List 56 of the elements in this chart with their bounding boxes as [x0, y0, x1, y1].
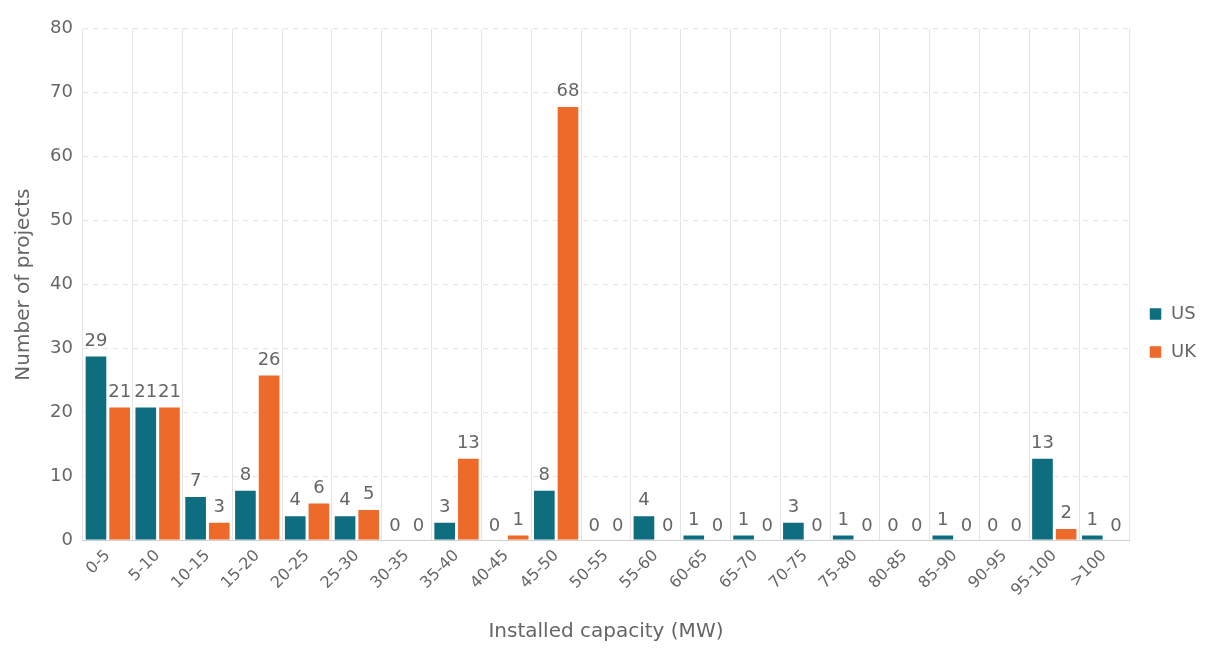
data-label: 26 [257, 347, 281, 369]
legend-label: UK [1171, 339, 1198, 361]
data-label: 0 [588, 514, 600, 536]
data-label: 1 [512, 507, 524, 529]
y-tick-label: 60 [50, 144, 73, 166]
data-label: 2 [1060, 501, 1072, 523]
data-label: 0 [910, 514, 923, 536]
data-label: 1 [937, 507, 949, 529]
data-label: 21 [158, 379, 181, 401]
y-tick-label: 40 [50, 272, 73, 294]
data-label: 1 [1086, 507, 1099, 529]
y-axis-title: Number of projects [10, 188, 35, 381]
data-label: 0 [960, 514, 973, 536]
data-label: 4 [339, 488, 351, 510]
data-label: 13 [1031, 430, 1054, 452]
data-label: 0 [711, 514, 724, 536]
y-tick-label: 80 [50, 16, 73, 38]
data-label: 3 [438, 494, 451, 516]
data-label: 3 [787, 494, 800, 516]
data-label: 8 [538, 462, 551, 484]
y-tick-label: 0 [61, 528, 73, 550]
data-label: 0 [389, 514, 401, 536]
data-label: 68 [556, 79, 580, 101]
data-label: 6 [313, 475, 325, 497]
data-label: 0 [612, 514, 624, 536]
data-label: 1 [737, 507, 750, 529]
data-label: 0 [811, 514, 823, 536]
y-tick-label: 70 [50, 80, 73, 102]
x-axis-title: Installed capacity (MW) [488, 618, 724, 643]
data-label: 0 [761, 514, 773, 536]
data-label: 5 [362, 482, 375, 504]
data-label: 29 [84, 328, 108, 350]
y-tick-label: 50 [50, 208, 73, 230]
data-label: 0 [986, 514, 999, 536]
data-label: 1 [688, 507, 700, 529]
data-label: 3 [213, 494, 225, 516]
x-tick-label: 0-5 [81, 545, 114, 578]
data-label: 0 [1110, 514, 1122, 536]
data-label: 0 [887, 514, 899, 536]
y-tick-label: 20 [50, 400, 73, 422]
data-label: 13 [456, 430, 480, 452]
data-label: 4 [289, 488, 301, 510]
data-label: 21 [108, 379, 132, 401]
data-label: 21 [134, 379, 158, 401]
data-label: 7 [189, 469, 202, 491]
y-tick-label: 10 [50, 464, 73, 486]
data-label: 8 [239, 462, 252, 484]
data-label: 1 [837, 507, 849, 529]
data-label: 0 [488, 514, 501, 536]
legend-label: US [1171, 301, 1196, 323]
data-label: 4 [638, 488, 650, 510]
data-label: 0 [412, 514, 425, 536]
data-label: 0 [861, 514, 873, 536]
data-label: 0 [1010, 514, 1023, 536]
y-tick-label: 30 [50, 336, 73, 358]
data-label: 0 [661, 514, 674, 536]
